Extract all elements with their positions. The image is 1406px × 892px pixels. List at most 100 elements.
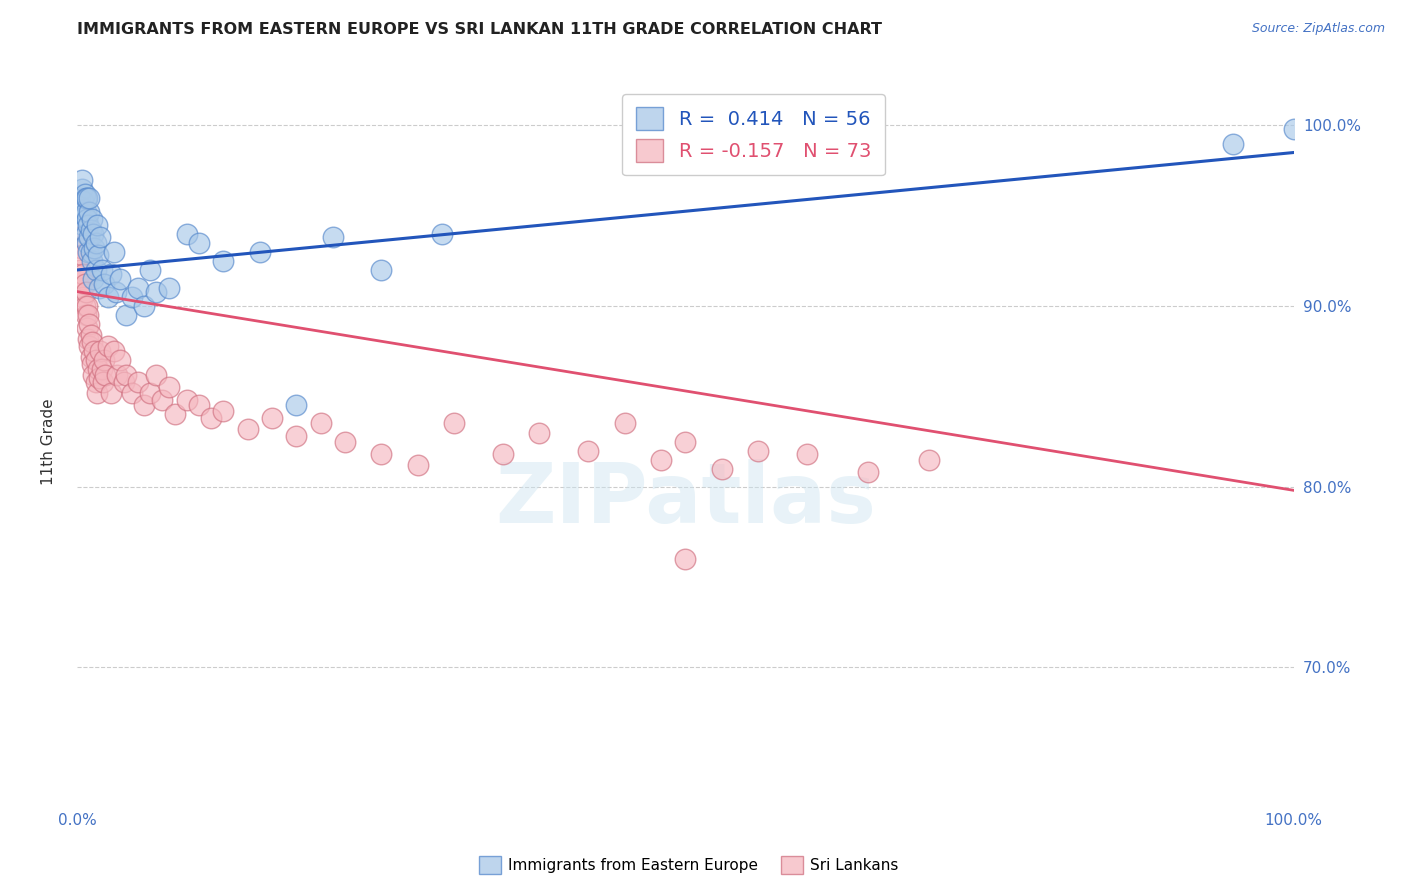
Point [80, 350, 103, 364]
Point [492, 447, 515, 461]
Point [84, 263, 107, 277]
Point [176, 227, 198, 241]
Point [370, 447, 392, 461]
Point [443, 417, 465, 431]
Point [70, 200, 93, 214]
Point [115, 308, 138, 322]
Text: Source: ZipAtlas.com: Source: ZipAtlas.com [1251, 22, 1385, 36]
Point [75, 205, 97, 219]
Point [285, 398, 308, 412]
Point [134, 299, 156, 313]
Point [77, 332, 100, 346]
Point [112, 375, 135, 389]
Point [236, 422, 259, 436]
Point [90, 362, 112, 376]
Point [70, 241, 93, 255]
Point [107, 368, 129, 382]
Point [93, 353, 115, 368]
Point [84, 375, 107, 389]
Point [675, 552, 697, 566]
Point [75, 285, 97, 299]
Point [613, 417, 636, 431]
Point [86, 385, 108, 400]
Point [100, 267, 122, 281]
Point [97, 339, 120, 353]
Point [710, 461, 733, 475]
Point [163, 408, 186, 422]
Point [86, 218, 108, 232]
Point [80, 357, 103, 371]
Point [73, 277, 96, 292]
Point [76, 212, 98, 227]
Point [212, 404, 235, 418]
Point [576, 443, 599, 458]
Point [90, 263, 112, 277]
Y-axis label: 11th Grade: 11th Grade [42, 398, 56, 485]
Point [285, 429, 308, 443]
Point [103, 344, 125, 359]
Point [70, 172, 93, 186]
Point [79, 339, 101, 353]
Point [856, 465, 879, 479]
Point [145, 368, 167, 382]
Point [80, 335, 103, 350]
Point [108, 272, 131, 286]
Point [1282, 122, 1305, 136]
Point [79, 230, 101, 244]
Point [650, 452, 672, 467]
Point [75, 227, 97, 241]
Point [139, 385, 162, 400]
Point [127, 281, 149, 295]
Point [747, 443, 769, 458]
Point [1222, 136, 1244, 151]
Point [70, 281, 93, 295]
Point [108, 353, 131, 368]
Point [72, 194, 94, 209]
Point [77, 218, 100, 232]
Point [93, 277, 115, 292]
Point [76, 235, 98, 250]
Point [87, 248, 110, 262]
Point [918, 452, 941, 467]
Point [83, 344, 105, 359]
Point [121, 385, 143, 400]
Point [200, 411, 222, 425]
Point [72, 267, 94, 281]
Point [127, 375, 149, 389]
Point [77, 244, 100, 259]
Point [157, 380, 180, 394]
Point [260, 411, 283, 425]
Point [76, 191, 98, 205]
Point [73, 209, 96, 223]
Point [89, 344, 111, 359]
Point [176, 392, 198, 407]
Point [76, 299, 98, 313]
Point [188, 398, 211, 412]
Legend: Immigrants from Eastern Europe, Sri Lankans: Immigrants from Eastern Europe, Sri Lank… [474, 850, 904, 880]
Point [72, 218, 94, 232]
Point [73, 187, 96, 202]
Point [105, 285, 128, 299]
Point [89, 281, 111, 295]
Point [212, 253, 235, 268]
Point [89, 230, 111, 244]
Point [115, 368, 138, 382]
Point [94, 368, 117, 382]
Point [188, 235, 211, 250]
Point [432, 227, 454, 241]
Point [70, 182, 93, 196]
Point [69, 263, 91, 277]
Point [70, 248, 93, 262]
Point [83, 241, 105, 255]
Point [75, 191, 97, 205]
Legend: R =  0.414   N = 56, R = -0.157   N = 73: R = 0.414 N = 56, R = -0.157 N = 73 [623, 94, 884, 176]
Point [796, 447, 818, 461]
Point [80, 212, 103, 227]
Point [87, 362, 110, 376]
Point [80, 328, 103, 343]
Point [152, 392, 174, 407]
Point [79, 191, 101, 205]
Point [84, 235, 107, 250]
Point [529, 425, 551, 440]
Point [157, 281, 180, 295]
